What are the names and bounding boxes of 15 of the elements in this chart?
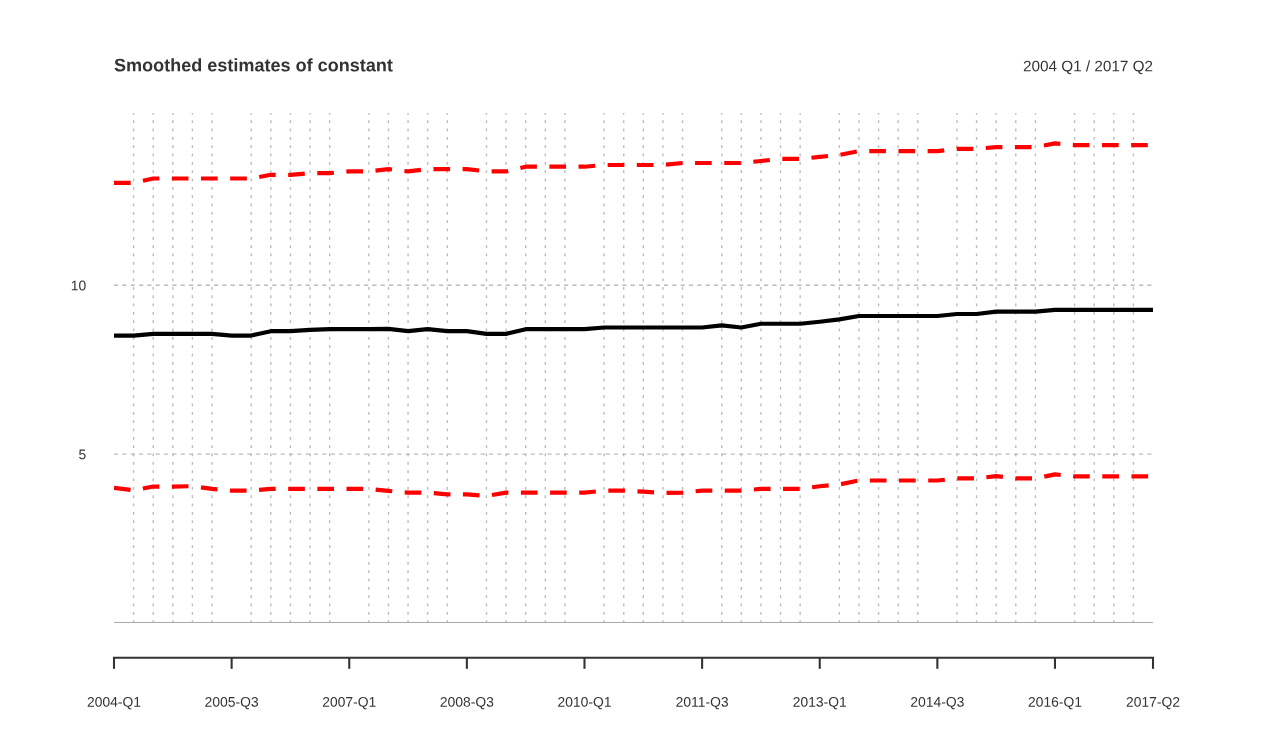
x-tick-label: 2016-Q1 (1028, 696, 1082, 710)
x-tick-label: 2004-Q1 (87, 696, 141, 710)
x-tick-label: 2014-Q3 (911, 696, 964, 710)
y-tick-label: 5 (79, 449, 86, 460)
chart-subtitle: 2004 Q1 / 2017 Q2 (1023, 60, 1153, 75)
x-tick-label: 2005-Q3 (205, 696, 259, 710)
x-tick-label: 2011-Q3 (676, 696, 729, 710)
x-tick-label: 2007-Q1 (322, 696, 376, 710)
line-series (114, 307, 1153, 338)
x-tick-label: 2008-Q3 (440, 696, 494, 710)
y-tick-label: 10 (71, 280, 86, 291)
x-tick-label: 2013-Q1 (793, 696, 847, 710)
chart-title: Smoothed estimates of constant (114, 58, 393, 72)
x-tick-label: 2017-Q2 (1126, 696, 1180, 710)
x-tick-label: 2010-Q1 (558, 696, 611, 710)
